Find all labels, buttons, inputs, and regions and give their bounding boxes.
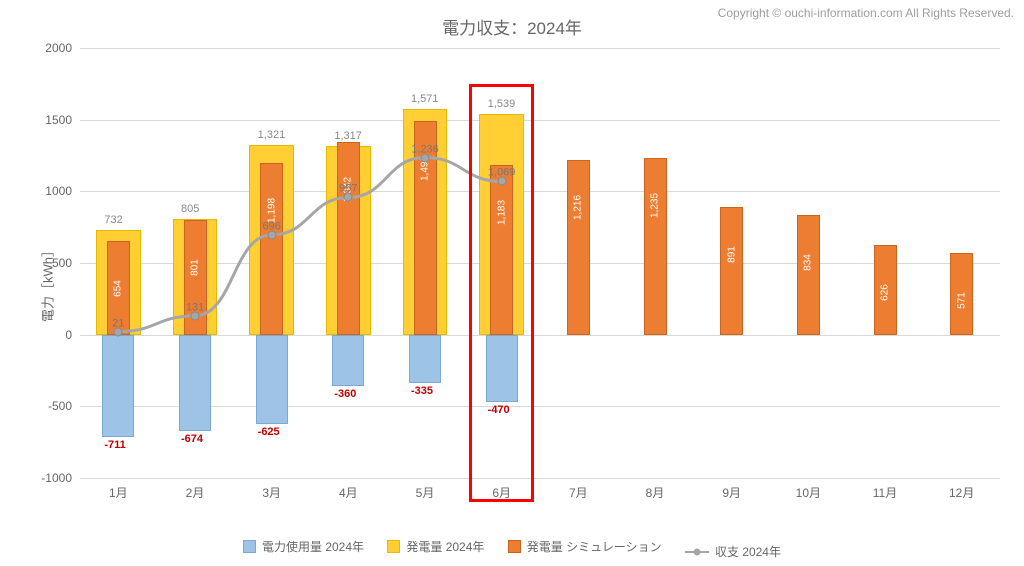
bar-label-gen-sim: 801 xyxy=(190,259,201,276)
y-tick-label: 500 xyxy=(22,256,72,270)
swatch-icon xyxy=(387,540,400,553)
bar-usage xyxy=(486,335,518,402)
x-tick-label: 5月 xyxy=(416,484,435,501)
line-marker-label: 1,069 xyxy=(488,167,516,179)
line-marker-label: 21 xyxy=(112,317,124,329)
bar-label-gen-sim: 626 xyxy=(880,284,891,301)
bar-label-gen-actual: 805 xyxy=(181,203,199,215)
bar-label-usage: -711 xyxy=(104,439,125,451)
swatch-line-icon xyxy=(685,551,709,553)
legend-item-balance: 収支 2024年 xyxy=(685,543,781,560)
bar-gen-sim xyxy=(337,142,360,334)
y-tick-label: 2000 xyxy=(22,41,72,55)
x-tick-label: 1月 xyxy=(109,484,128,501)
bar-usage xyxy=(332,335,364,387)
grid-line xyxy=(80,335,1000,336)
x-tick-label: 11月 xyxy=(873,484,897,501)
x-tick-label: 8月 xyxy=(646,484,665,501)
x-tick-label: 10月 xyxy=(796,484,821,501)
bar-label-usage: -625 xyxy=(258,426,280,438)
bar-gen-sim xyxy=(567,160,590,334)
bar-label-gen-sim: 1,183 xyxy=(496,200,507,225)
bar-gen-sim xyxy=(260,163,283,335)
y-tick-label: -500 xyxy=(22,399,72,413)
x-tick-label: 6月 xyxy=(492,484,511,501)
x-tick-label: 12月 xyxy=(949,484,974,501)
bar-label-usage: -360 xyxy=(334,388,356,400)
bar-label-gen-actual: 1,571 xyxy=(411,93,439,105)
bar-label-gen-actual: 1,317 xyxy=(334,130,362,142)
bar-label-gen-actual: 1,539 xyxy=(488,98,516,110)
x-tick-label: 3月 xyxy=(262,484,281,501)
bar-label-gen-actual: 1,321 xyxy=(258,129,286,141)
bar-label-gen-sim: 1,198 xyxy=(266,198,277,223)
bar-gen-sim xyxy=(490,165,513,335)
y-tick-label: 1500 xyxy=(22,113,72,127)
bar-usage xyxy=(179,335,211,432)
grid-line xyxy=(80,191,1000,192)
line-marker-label: 957 xyxy=(339,183,357,195)
grid-line xyxy=(80,406,1000,407)
legend: 電力使用量 2024年 発電量 2024年 発電量 シミュレーション 収支 20… xyxy=(0,538,1024,561)
grid-line xyxy=(80,48,1000,49)
grid-line xyxy=(80,120,1000,121)
line-marker-label: 1,236 xyxy=(411,143,439,155)
bar-label-gen-sim: 891 xyxy=(726,246,737,263)
legend-label: 収支 2024年 xyxy=(715,543,781,560)
chart-plot-area: 1月2月3月4月5月6月7月8月9月10月11月12月7328051,3211,… xyxy=(80,48,1000,478)
bar-gen-sim xyxy=(644,158,667,335)
legend-label: 発電量 シミュレーション xyxy=(527,538,662,555)
copyright-text: Copyright © ouchi-information.com All Ri… xyxy=(718,6,1014,20)
bar-label-usage: -335 xyxy=(411,385,433,397)
bar-label-usage: -470 xyxy=(488,404,510,416)
grid-line xyxy=(80,478,1000,479)
bar-label-gen-sim: 654 xyxy=(113,280,124,297)
legend-label: 発電量 2024年 xyxy=(406,538,484,555)
bar-gen-sim xyxy=(720,207,743,335)
bar-gen-sim xyxy=(797,215,820,335)
legend-label: 電力使用量 2024年 xyxy=(262,538,364,555)
y-tick-label: -1000 xyxy=(22,471,72,485)
y-tick-label: 1000 xyxy=(22,184,72,198)
bar-label-gen-sim: 834 xyxy=(803,254,814,271)
bar-label-usage: -674 xyxy=(181,433,203,445)
swatch-icon xyxy=(243,540,256,553)
bar-usage xyxy=(102,335,134,437)
y-tick-label: 0 xyxy=(22,328,72,342)
bar-label-gen-sim: 1,216 xyxy=(573,195,584,220)
bar-usage xyxy=(409,335,441,383)
legend-item-gen-actual: 発電量 2024年 xyxy=(387,538,484,555)
x-tick-label: 7月 xyxy=(569,484,588,501)
bar-label-gen-actual: 732 xyxy=(104,214,122,226)
bar-label-gen-sim: 1,235 xyxy=(650,193,661,218)
legend-item-usage: 電力使用量 2024年 xyxy=(243,538,364,555)
x-tick-label: 2月 xyxy=(186,484,205,501)
line-marker-label: 131 xyxy=(186,301,204,313)
legend-item-gen-sim: 発電量 シミュレーション xyxy=(508,538,662,555)
grid-line xyxy=(80,263,1000,264)
swatch-icon xyxy=(508,540,521,553)
bar-usage xyxy=(256,335,288,425)
line-marker-label: 696 xyxy=(262,221,280,233)
x-tick-label: 9月 xyxy=(722,484,741,501)
x-tick-label: 4月 xyxy=(339,484,358,501)
bar-label-gen-sim: 571 xyxy=(956,292,967,309)
